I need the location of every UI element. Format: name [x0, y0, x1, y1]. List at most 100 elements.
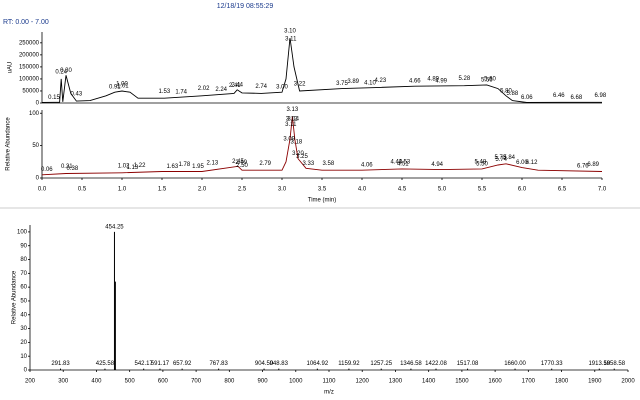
peak-label: 542.17: [134, 361, 153, 367]
peak-label: 1.00: [116, 82, 128, 88]
y-axis-title: Relative Abundance: [6, 117, 12, 171]
peak-label: 5.60: [484, 77, 496, 83]
peak-label: 454.25: [105, 224, 124, 230]
x-tick-label: 1100: [323, 379, 337, 385]
peak-label: 1422.08: [425, 361, 447, 367]
peak-label: 6.68: [571, 95, 583, 101]
peak-label: 3.12: [286, 117, 298, 123]
y-tick-label: 200000: [19, 52, 40, 58]
peak-label: 1.63: [167, 164, 179, 170]
trace: [41, 116, 603, 176]
y-tick-label: 60: [20, 285, 27, 291]
peak-label: 1.01: [117, 84, 129, 90]
rt-range: RT: 0.00 - 7.00: [3, 19, 49, 26]
peak-label: 5.50: [476, 162, 488, 168]
y-tick-label: 50: [32, 143, 39, 149]
x-tick-label: 0.5: [78, 187, 87, 193]
peak-label: 0.91: [109, 85, 121, 91]
peak-label: 2.50: [236, 163, 248, 169]
peak-label: 1517.08: [457, 361, 479, 367]
y-tick-label: 70: [20, 271, 27, 277]
x-tick-label: 2000: [621, 379, 635, 385]
peak-label: 0.30: [60, 68, 72, 74]
peak-label: 904.50: [255, 361, 274, 367]
peak-label: 1770.33: [541, 361, 563, 367]
peak-label: 1.22: [134, 163, 146, 169]
peak-label: 1.78: [179, 162, 191, 168]
x-tick-label: 4.0: [358, 187, 367, 193]
x-tick-label: 600: [158, 379, 169, 385]
peak-label: 1958.58: [603, 361, 625, 367]
peak-label: 5.56: [481, 78, 493, 84]
x-tick-label: 1300: [389, 379, 403, 385]
y-tick-label: 150000: [19, 64, 40, 70]
x-tick-label: 400: [91, 379, 102, 385]
peak-label: 4.43: [391, 160, 403, 166]
x-tick-label: 1.0: [118, 187, 127, 193]
peak-label: 3.22: [294, 82, 306, 88]
peak-label: 425.58: [96, 361, 115, 367]
peak-label: 2.74: [255, 84, 267, 90]
peak-label: 6.46: [553, 93, 565, 99]
x-tick-label: 500: [125, 379, 136, 385]
peak-label: 657.92: [173, 361, 192, 367]
peak-label: 5.84: [503, 155, 515, 161]
peak-label: 3.75: [336, 81, 348, 87]
peak-label: 4.53: [399, 160, 411, 166]
y-tick-label: 100: [29, 111, 40, 117]
peak-label: 4.10: [364, 80, 376, 86]
y-tick-label: 10: [20, 354, 27, 360]
peak-label: 3.25: [296, 154, 308, 160]
y-tick-label: 20: [20, 340, 27, 346]
peak-label: 5.73: [495, 155, 507, 161]
peak-label: 0.15: [48, 95, 60, 101]
y-tick-label: 0: [36, 101, 40, 107]
peak-label: 5.28: [459, 76, 471, 82]
peak-label: 2.44: [231, 82, 243, 88]
x-tick-label: 6.5: [558, 187, 567, 193]
peak-label: 1.02: [118, 163, 130, 169]
x-tick-label: 2.5: [238, 187, 247, 193]
peak-label: 3.20: [292, 151, 304, 157]
y-tick-label: 40: [20, 312, 27, 318]
peak-label: 2.13: [207, 161, 219, 167]
peak-label: 5.48: [475, 160, 487, 166]
peak-label: 3.13: [287, 107, 299, 113]
peak-label: 2.49: [235, 160, 247, 166]
x-tick-label: 1200: [356, 379, 370, 385]
y-tick-label: 80: [20, 257, 27, 263]
peak-label: 1159.92: [338, 361, 360, 367]
peak-label: 3.33: [303, 161, 315, 167]
peak-label: 1.13: [127, 165, 139, 171]
x-tick-label: 1700: [522, 379, 536, 385]
x-tick-label: 2.0: [198, 187, 207, 193]
peak-label: 3.11: [285, 122, 297, 128]
peak-label: 2.02: [198, 86, 210, 92]
y-axis-title: Relative Abundance: [12, 270, 18, 324]
x-tick-label: 900: [258, 379, 269, 385]
x-tick-label: 3.5: [318, 187, 327, 193]
x-axis-title: Time (min): [308, 198, 336, 204]
x-tick-label: 5.5: [478, 187, 487, 193]
peak-label: 4.51: [397, 162, 409, 168]
x-tick-label: 7.0: [598, 187, 607, 193]
y-tick-label: 90: [20, 243, 27, 249]
x-tick-label: 6.0: [518, 187, 527, 193]
peak-label: 948.83: [270, 361, 289, 367]
y-tick-label: 50: [20, 299, 27, 305]
peak-label: 3.18: [291, 139, 303, 145]
x-tick-label: 700: [191, 379, 202, 385]
peak-label: 0.38: [67, 166, 79, 172]
y-tick-label: 100000: [19, 77, 40, 83]
peak-label: 1257.25: [370, 361, 392, 367]
peak-label: 1064.92: [306, 361, 328, 367]
peak-label: 591.17: [151, 361, 170, 367]
peak-label: 3.89: [347, 79, 359, 85]
y-tick-label: 0: [24, 368, 28, 374]
y-tick-label: 250000: [19, 40, 40, 46]
trace: [41, 37, 602, 103]
peak-label: 1346.58: [400, 361, 422, 367]
peak-label: 2.45: [232, 159, 244, 165]
peak-label: 6.89: [587, 162, 599, 168]
